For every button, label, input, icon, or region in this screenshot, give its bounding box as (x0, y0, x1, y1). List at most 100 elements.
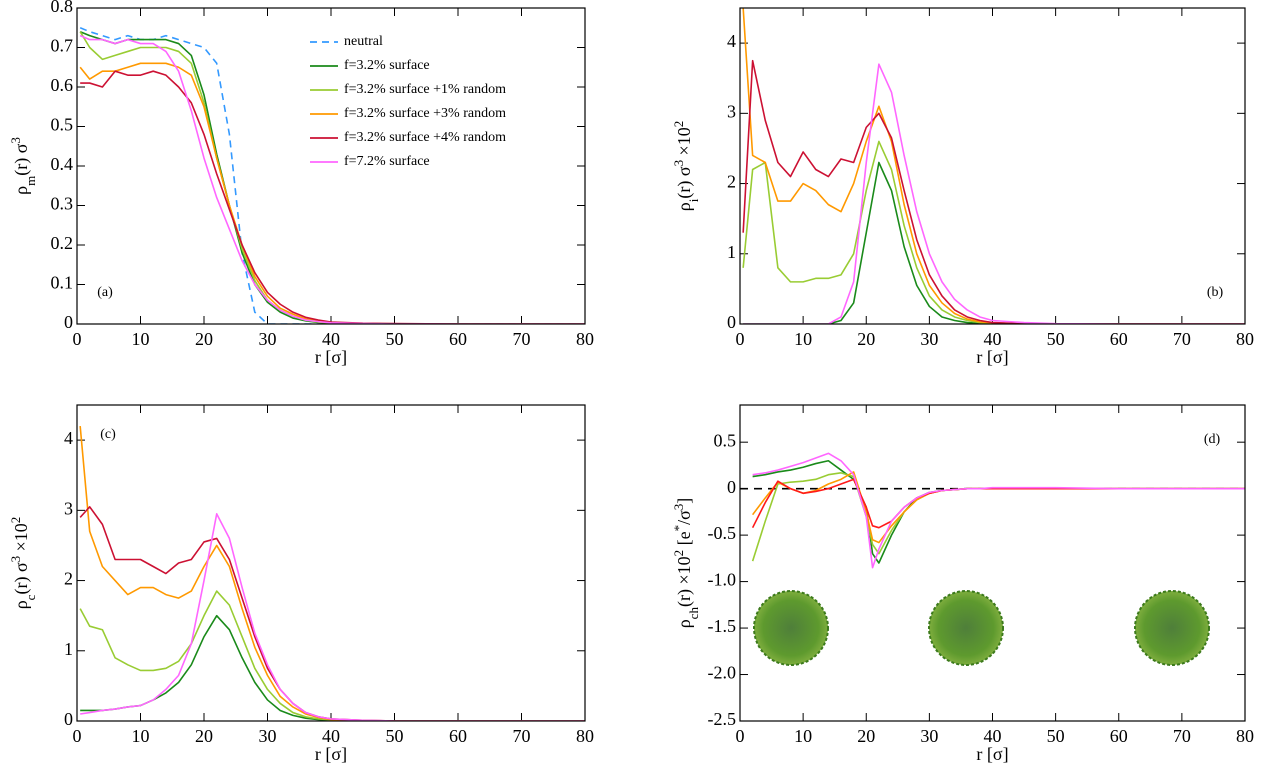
x-tick-label: 30 (259, 726, 277, 746)
cluster-image (1134, 590, 1210, 666)
y-axis-label-part: 2 (671, 121, 686, 128)
y-axis-label-part: ×10 (11, 523, 31, 556)
y-axis-label-part: ] (674, 498, 694, 504)
series-line (79, 31, 585, 324)
x-tick-label: 80 (576, 329, 594, 349)
x-tick-label: 40 (322, 726, 340, 746)
x-axis-label: r [σ] (315, 347, 347, 367)
y-axis-label-part: ρ (674, 619, 694, 628)
y-tick-label: 0.7 (51, 36, 74, 56)
y-tick-label: -2.5 (708, 709, 737, 729)
panel-label: (b) (1207, 285, 1224, 300)
y-axis-label-part: (r) σ (11, 562, 32, 594)
y-tick-label: -1.0 (708, 570, 737, 590)
legend-label: f=3.2% surface (344, 58, 430, 73)
cluster-image (928, 590, 1004, 666)
x-tick-label: 60 (1110, 726, 1128, 746)
x-tick-label: 80 (1236, 329, 1254, 349)
y-tick-label: 0 (64, 709, 73, 729)
x-tick-label: 40 (984, 726, 1002, 746)
x-tick-label: 10 (132, 726, 150, 746)
y-axis-label-part: (r) ×10 (674, 556, 695, 607)
panel: 0 10 20 30 40 50 60 70 80 -2.5 -2.0 -1.5 -1.0 -0.5 0 0.… (671, 404, 1254, 764)
x-tick-label: 10 (132, 329, 150, 349)
series-line (80, 614, 585, 721)
y-tick-label: 0.4 (51, 154, 74, 174)
series-line (79, 62, 585, 324)
series-line (742, 59, 1245, 324)
y-axis-label-part: (r) σ (674, 166, 695, 198)
x-tick-label: 30 (259, 329, 277, 349)
y-tick-label: 0 (727, 477, 736, 497)
series-line (79, 27, 585, 324)
series-line (79, 34, 585, 324)
legend-label: f=7.2% surface (344, 154, 430, 169)
x-tick-label: 20 (857, 726, 875, 746)
y-tick-label: -0.5 (708, 523, 737, 543)
x-tick-label: 60 (1110, 329, 1128, 349)
y-axis-label: ρm(r) σ3 (8, 137, 38, 195)
series-line (752, 452, 1245, 569)
y-axis-label: ρch(r) ×102 [e*/σ3] (671, 498, 701, 629)
series-line (79, 30, 585, 324)
y-axis-label-part: (r) σ (11, 143, 32, 175)
x-tick-label: 80 (1236, 726, 1254, 746)
series-line (79, 425, 585, 721)
x-tick-label: 30 (920, 329, 938, 349)
y-axis-label-part: 3 (671, 160, 686, 167)
y-axis-label-part: 3 (671, 504, 686, 511)
y-tick-label: 1 (727, 242, 736, 262)
x-axis-label: r [σ] (315, 744, 347, 764)
x-tick-label: 0 (73, 329, 82, 349)
x-axis-label: r [σ] (976, 347, 1008, 367)
y-axis-label-part: /σ (674, 510, 694, 525)
y-axis-label-part: c (23, 594, 38, 600)
y-axis-label-part: ρ (11, 600, 31, 609)
x-tick-label: 20 (195, 329, 213, 349)
plot-frame (76, 404, 586, 722)
y-tick-label: -2.0 (708, 663, 737, 683)
y-axis-label-part: 3 (8, 137, 23, 144)
y-tick-label: 3 (727, 101, 736, 121)
y-tick-label: 0 (64, 312, 73, 332)
y-tick-label: 2 (64, 569, 73, 589)
plot-frame (739, 404, 1246, 722)
series-line (80, 70, 585, 324)
x-tick-label: 40 (322, 329, 340, 349)
x-tick-label: 20 (857, 329, 875, 349)
y-axis-label-part: ρ (674, 202, 694, 211)
x-tick-label: 60 (449, 329, 467, 349)
y-tick-label: 0 (727, 312, 736, 332)
y-axis-label-part: ch (686, 607, 701, 620)
y-tick-label: 4 (64, 428, 73, 448)
series-line (79, 590, 585, 721)
y-tick-label: -1.5 (708, 616, 737, 636)
plot-frame (76, 7, 586, 325)
y-axis-label-part: 2 (671, 550, 686, 557)
y-axis-label: ρi(r) σ3 ×102 (671, 121, 701, 211)
series-line (751, 478, 1245, 529)
panel-label: (d) (1204, 432, 1221, 447)
series-line (751, 471, 1245, 544)
y-axis-label-part: [e (674, 531, 694, 549)
x-tick-label: 0 (736, 726, 745, 746)
x-tick-label: 60 (449, 726, 467, 746)
x-tick-label: 70 (1173, 329, 1191, 349)
x-tick-label: 70 (513, 329, 531, 349)
x-tick-label: 80 (576, 726, 594, 746)
y-axis-label-part: ×10 (674, 127, 694, 160)
x-tick-label: 70 (1173, 726, 1191, 746)
y-tick-label: 0.8 (51, 0, 74, 16)
series-line (742, 8, 1245, 324)
y-tick-label: 3 (64, 498, 73, 518)
x-tick-label: 30 (920, 726, 938, 746)
legend-label: f=3.2% surface +4% random (344, 130, 506, 145)
x-tick-label: 50 (1047, 329, 1065, 349)
y-axis-label-part: * (671, 525, 686, 532)
y-axis-label-part: i (686, 198, 701, 202)
panel: 0 10 20 30 40 50 60 70 80 0 0.1 0.2 0.3 0.4 0.5 0.6 0.7 0… (8, 0, 595, 367)
series-line (743, 63, 1245, 324)
